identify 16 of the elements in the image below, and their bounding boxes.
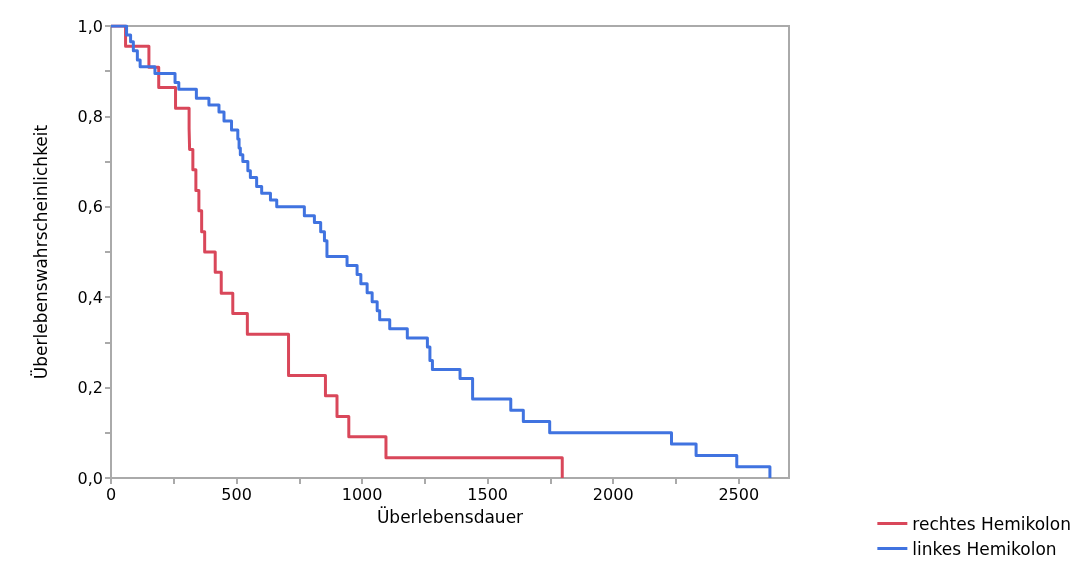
y-tick-label: 0,2 xyxy=(77,378,103,398)
x-tick-label: 2500 xyxy=(718,484,760,504)
x-tick-label: 2000 xyxy=(592,484,634,504)
legend-label: rechtes Hemikolon xyxy=(912,513,1072,534)
y-tick-label: 0,4 xyxy=(77,287,103,307)
y-axis-title: Überlebenswahrscheinlichkeit xyxy=(29,124,51,380)
x-tick-label: 500 xyxy=(221,484,252,504)
y-tick-label: 0,8 xyxy=(77,106,103,126)
y-tick-label: 0,0 xyxy=(77,468,103,488)
x-tick-label: 1000 xyxy=(341,484,383,504)
y-tick-label: 0,6 xyxy=(77,197,103,217)
x-tick-label: 1500 xyxy=(467,484,509,504)
x-axis-title: Überlebensdauer xyxy=(376,505,524,527)
x-tick-label: 0 xyxy=(105,484,117,504)
legend-label: linkes Hemikolon xyxy=(912,538,1057,559)
y-tick-label: 1,0 xyxy=(77,16,103,36)
